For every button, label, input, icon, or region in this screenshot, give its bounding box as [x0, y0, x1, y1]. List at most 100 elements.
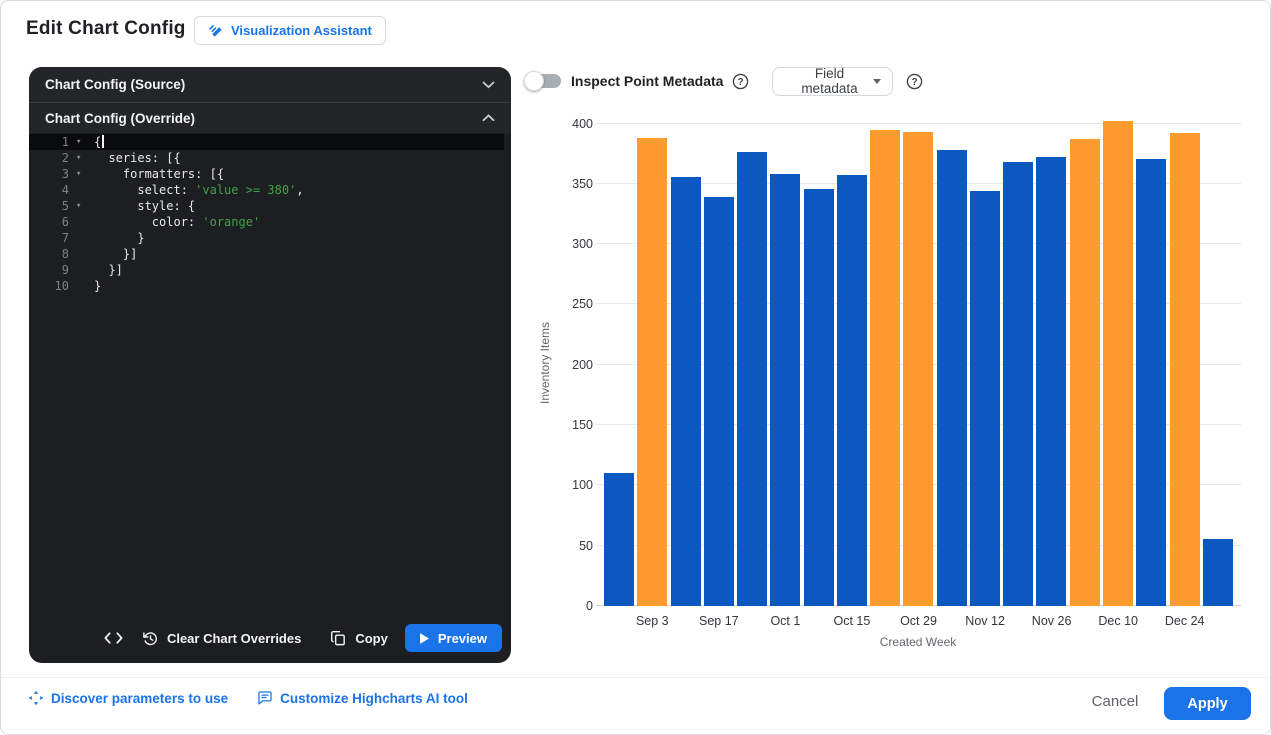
y-tick-label: 200	[572, 357, 593, 372]
fold-toggle-icon[interactable]: ▾	[76, 201, 82, 211]
line-number: 4	[61, 183, 69, 197]
y-tick-label: 50	[579, 538, 593, 553]
visualization-assistant-label: Visualization Assistant	[231, 23, 372, 38]
x-tick-label: Nov 12	[965, 614, 1005, 628]
bar[interactable]	[670, 176, 701, 606]
code-line: 7 }	[29, 230, 511, 246]
y-tick-label: 250	[572, 297, 593, 312]
magic-wand-icon	[208, 23, 223, 38]
discover-parameters-link[interactable]: Discover parameters to use	[28, 690, 228, 706]
bar[interactable]	[1036, 157, 1067, 606]
help-icon[interactable]: ?	[906, 73, 923, 90]
line-number: 5	[61, 199, 69, 213]
inspect-point-metadata-toggle[interactable]	[524, 71, 561, 91]
fold-toggle-icon[interactable]: ▾	[76, 169, 82, 179]
help-icon[interactable]: ?	[732, 73, 749, 90]
code-line: 6 color: 'orange'	[29, 214, 511, 230]
y-tick-label: 100	[572, 478, 593, 493]
override-section-label: Chart Config (Override)	[45, 110, 196, 126]
code-line: 2 ▾ series: [{	[29, 150, 511, 166]
chart-config-editor-panel: Chart Config (Source) Chart Config (Over…	[29, 67, 511, 663]
x-tick-label: Sep 17	[698, 614, 739, 628]
bar[interactable]	[870, 129, 901, 606]
inspect-point-metadata-label: Inspect Point Metadata	[571, 73, 724, 89]
cancel-button[interactable]: Cancel	[1084, 693, 1146, 710]
y-tick-label: 0	[586, 599, 593, 613]
field-metadata-dropdown[interactable]: Field metadata	[772, 66, 894, 96]
preview-button[interactable]: Preview	[404, 624, 502, 652]
bar[interactable]	[936, 150, 967, 606]
copy-button[interactable]: Copy	[330, 630, 388, 647]
bar[interactable]	[770, 174, 801, 606]
x-tick-label: Dec 10	[1098, 614, 1138, 628]
line-number: 3	[61, 167, 69, 181]
line-number: 8	[61, 247, 69, 261]
code-line: 9 }]	[29, 262, 511, 278]
preview-label: Preview	[437, 630, 487, 646]
y-tick-label: 350	[572, 176, 593, 191]
line-number: 2	[61, 151, 69, 165]
y-tick-label: 400	[572, 116, 593, 131]
bar[interactable]	[1202, 538, 1233, 606]
clear-chart-overrides-button[interactable]: Clear Chart Overrides	[142, 630, 301, 647]
line-number: 9	[61, 263, 69, 277]
bar[interactable]	[836, 175, 867, 606]
page-title: Edit Chart Config	[26, 18, 186, 39]
source-section-label: Chart Config (Source)	[45, 77, 186, 92]
bar[interactable]	[637, 138, 668, 606]
x-tick-label: Dec 24	[1164, 614, 1205, 628]
override-section-header[interactable]: Chart Config (Override)	[29, 103, 511, 133]
y-tick-label: 150	[572, 418, 593, 433]
bar[interactable]	[737, 152, 768, 606]
visualization-assistant-button[interactable]: Visualization Assistant	[194, 16, 386, 45]
chevron-up-icon	[482, 114, 495, 122]
line-number: 6	[61, 215, 69, 229]
svg-text:?: ?	[912, 76, 918, 87]
code-line: 3 ▾ formatters: [{	[29, 166, 511, 182]
code-view-toggle-button[interactable]	[104, 632, 123, 644]
fold-toggle-icon[interactable]: ▾	[76, 137, 82, 147]
y-tick-label: 300	[572, 237, 593, 252]
bar[interactable]	[1136, 158, 1167, 606]
bar[interactable]	[803, 188, 834, 606]
field-metadata-label: Field metadata	[801, 66, 858, 96]
bar[interactable]	[604, 473, 634, 606]
clear-chart-overrides-label: Clear Chart Overrides	[166, 630, 302, 646]
bar[interactable]	[1169, 133, 1200, 606]
chart-controls-row: Inspect Point Metadata ? Field metadata …	[524, 66, 923, 96]
x-tick-label: Oct 15	[833, 614, 871, 628]
bar[interactable]	[1102, 121, 1133, 606]
fold-toggle-icon[interactable]: ▾	[76, 153, 82, 163]
section-divider	[29, 102, 511, 103]
customize-highcharts-link[interactable]: Customize Highcharts AI tool	[257, 690, 468, 706]
code-line: 4 select: 'value >= 380',	[29, 182, 511, 198]
bars-container	[604, 121, 1233, 606]
bar[interactable]	[1003, 162, 1034, 606]
x-tick-label: Sep 3	[635, 614, 669, 628]
svg-text:?: ?	[738, 76, 744, 87]
bar-chart: Inventory Items Created Week 0 50 100 150 20…	[531, 106, 1246, 656]
copy-label: Copy	[355, 630, 388, 646]
bar[interactable]	[703, 197, 734, 606]
toggle-knob	[524, 71, 544, 91]
plot-area	[596, 111, 1241, 606]
code-line: 1 ▾{	[29, 134, 504, 150]
x-tick-label: Nov 26	[1031, 614, 1072, 628]
editor-footer: Clear Chart Overrides Copy Preview	[29, 613, 511, 663]
code-line: 10}	[29, 278, 511, 294]
x-tick-label: Oct 29	[900, 614, 937, 628]
line-number: 10	[54, 279, 69, 293]
bar[interactable]	[1069, 139, 1100, 606]
apply-button[interactable]: Apply	[1164, 687, 1251, 720]
history-icon	[142, 630, 159, 647]
code-editor[interactable]: 1 ▾{2 ▾ series: [{3 ▾ formatters: [{4 selec…	[29, 133, 511, 613]
bar[interactable]	[903, 131, 934, 606]
line-number: 1	[61, 135, 69, 149]
footer-links: Discover parameters to use Customize Hig…	[28, 690, 468, 706]
x-axis-title: Created Week	[879, 635, 957, 649]
bar[interactable]	[969, 191, 1000, 606]
text-cursor	[102, 135, 104, 148]
source-section-header[interactable]: Chart Config (Source)	[29, 67, 511, 102]
code-line: 5 ▾ style: {	[29, 198, 511, 214]
